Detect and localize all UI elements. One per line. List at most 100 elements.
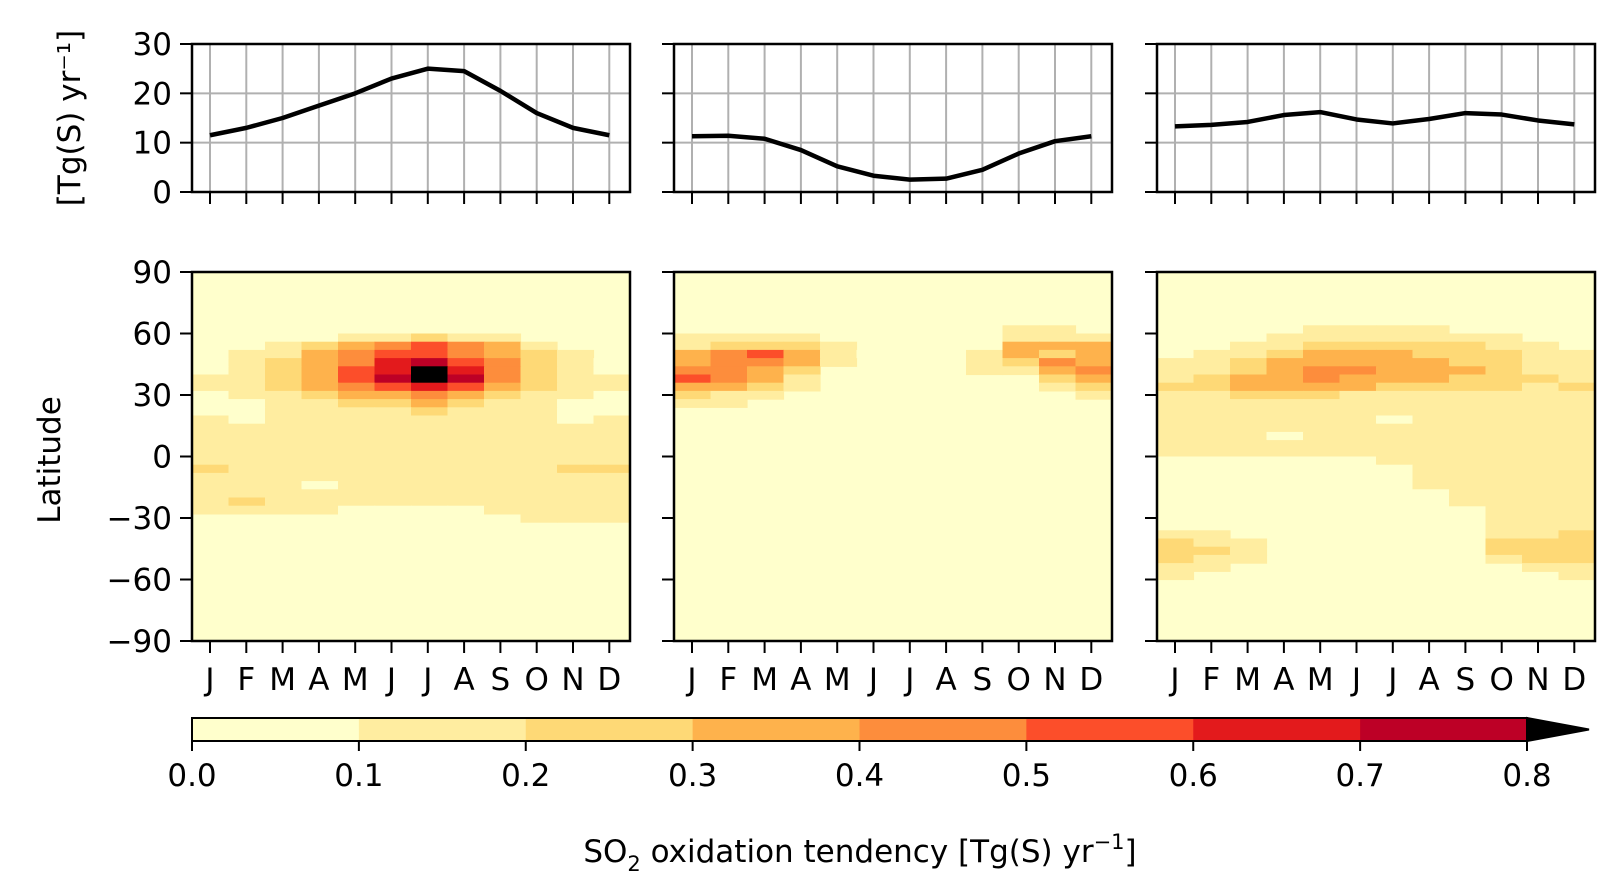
colorbar-tick-label: 0.1 [334,758,383,794]
heatmap-cell [1449,349,1487,359]
y-tick-label: 0 [152,175,172,211]
heatmap-cell [1522,481,1560,490]
heatmap-cell [820,341,858,351]
heatmap-cell [374,505,412,515]
heatmap-cell [411,382,449,392]
heatmap-cell [557,497,595,507]
month-label: A [1418,662,1439,698]
heatmap-cell [447,390,485,400]
heatmap-cell [520,374,558,384]
month-label: M [1307,662,1334,698]
heatmap-cell [411,390,449,400]
heatmap-cell [1449,497,1487,507]
heatmap-cell [593,440,631,449]
heatmap-cell [265,415,303,425]
heatmap-cell [520,341,558,351]
heatmap-cell [338,481,376,490]
heatmap-cell [1558,390,1596,400]
heatmap-cell [747,341,785,351]
heatmap-cell [1522,349,1560,359]
month-label: J [867,662,878,698]
heatmap-cell [1412,489,1450,499]
y-axis-labels: [Tg(S) yr⁻¹] Latitude [32,30,88,524]
heatmap-cell [593,382,631,392]
heatmap-cell [557,456,595,466]
heatmap-cell [265,440,303,449]
heatmap-cell [710,333,748,343]
heatmap-cell [1075,374,1113,384]
heatmap-cell [1485,513,1523,523]
heatmap-cell [783,349,821,359]
heatmap-cell [1039,366,1077,376]
heatmap-cell [593,423,631,433]
heatmap-cell [783,366,821,376]
heatmap-cell [1558,448,1596,458]
heatmap-cell [520,464,558,474]
heatmap-cell [265,374,303,384]
heatmap-cell [1376,431,1414,441]
heatmap-cell [1376,382,1414,392]
heatmap-cell [1339,456,1377,466]
heatmap-cell [374,431,412,441]
heatmap-cell [1193,431,1231,441]
colorbar-label: SO2 oxidation tendency [Tg(S) yr−1] [583,830,1136,876]
heatmap-cell [747,366,785,376]
heatmap-cell [1157,538,1195,548]
heatmap-cell [301,423,339,433]
heatmap-cell [1412,472,1450,482]
heatmap-cell [484,431,522,441]
heatmap-cell [1303,382,1341,392]
heatmap-cell [1075,366,1113,376]
heatmap-cell [1157,440,1195,449]
heatmap-cell [447,349,485,359]
heatmap-cell [1485,382,1523,392]
heatmap-cell [228,489,266,499]
heatmap-cell [520,456,558,466]
heatmap-cell [1039,349,1077,359]
heatmap-cell [966,349,1004,359]
heatmap-cell [228,448,266,458]
heatmap-cell [192,464,230,474]
heatmap-cell [1376,448,1414,458]
heatmap-cell [1193,456,1231,466]
heatmap-frame [1155,270,1597,643]
heatmap-cell [1339,407,1377,417]
heatmap-cell [593,464,631,474]
heatmap-cell [447,399,485,408]
heatmap-cell [338,366,376,376]
heatmap-cell [1376,464,1414,474]
heatmap-cell [1412,464,1450,474]
heatmap-cell [1412,399,1450,408]
heatmap-cell [1376,333,1414,343]
heatmap-cell [1376,390,1414,400]
heatmap-cell [1266,431,1304,441]
heatmap-cell [1266,448,1304,458]
heatmap-cell [1266,456,1304,466]
heatmap-cell [1558,522,1596,531]
heatmap-cell [484,440,522,449]
heatmap-cell [674,349,712,359]
heatmap-cell [856,349,894,359]
heatmap-cell [1412,390,1450,400]
heatmap-cell [192,448,230,458]
heatmap-cell [192,399,230,408]
heatmap-cell [1449,440,1487,449]
heatmap-cell [1558,382,1596,392]
heatmap-cell [820,358,858,367]
colorbar-tick-label: 0.5 [1002,758,1051,794]
heatmap-cell [1157,563,1195,572]
heatmap-cell [484,456,522,466]
heatmap-cell [593,497,631,507]
heatmap-cell [1522,513,1560,523]
month-label: F [237,662,255,698]
heatmap-cell [557,415,595,425]
heatmap-cell [1193,399,1231,408]
heatmap-cell [1485,440,1523,449]
heatmap-cell [1002,358,1040,367]
heatmap-cell [1157,456,1195,466]
heatmap-cell [301,489,339,499]
heatmap-cell [1339,325,1377,335]
heatmap-cell [1303,399,1341,408]
heatmap-cell [1376,456,1414,466]
